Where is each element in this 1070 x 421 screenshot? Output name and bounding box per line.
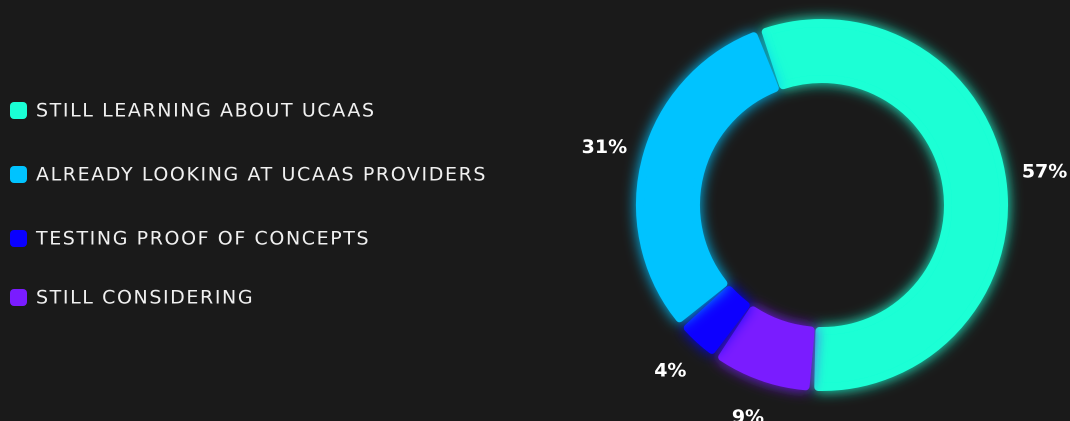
value-label: 31% [582, 136, 627, 158]
donut-segment [683, 286, 750, 354]
legend-swatch [10, 102, 27, 119]
legend-swatch [10, 230, 27, 247]
donut-segment [636, 32, 779, 323]
value-label: 9% [732, 406, 764, 421]
donut: 57% 9% 4% 31% [582, 19, 1067, 421]
legend: STILL LEARNING ABOUT UCAAS ALREADY LOOKIN… [10, 100, 487, 309]
legend-swatch [10, 166, 27, 183]
donut-segment [718, 306, 815, 391]
legend-label: STILL CONSIDERING [36, 287, 254, 309]
legend-label: TESTING PROOF OF CONCEPTS [35, 228, 370, 250]
value-label: 4% [654, 360, 686, 382]
legend-label: STILL LEARNING ABOUT UCAAS [36, 100, 376, 122]
value-label: 57% [1022, 161, 1067, 183]
legend-label: ALREADY LOOKING AT UCAAS PROVIDERS [36, 164, 487, 186]
donut-segment [761, 19, 1008, 391]
legend-swatch [10, 289, 27, 306]
